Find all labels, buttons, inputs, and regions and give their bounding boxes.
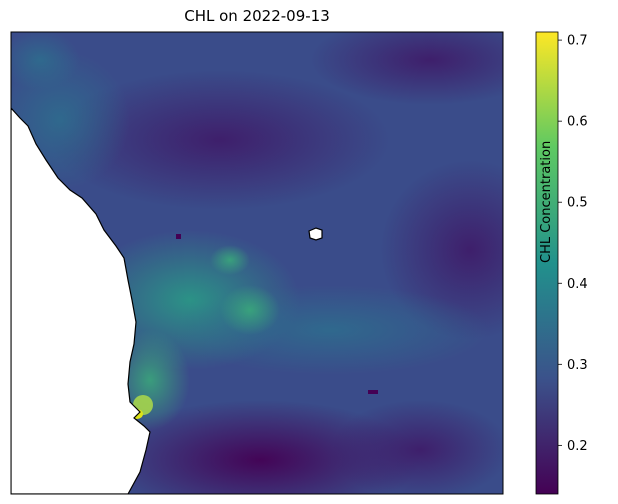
colorbar-tick-label: 0.7 [567,34,588,49]
map-title: CHL on 2022-09-13 [184,7,330,25]
colorbar-tick-label: 0.4 [567,277,588,292]
colorbar-ticks: 0.2 0.3 0.4 0.5 0.6 0.7 [558,34,588,454]
colorbar [535,31,559,495]
colorbar-tick-label: 0.6 [567,115,588,130]
map-frame [10,31,504,495]
colorbar-tick-label: 0.3 [567,358,588,373]
colorbar-label: CHL Concentration [538,140,554,263]
chl-field [11,32,503,494]
land-mass [11,107,151,494]
colorbar-tick-label: 0.5 [567,196,588,211]
colorbar-tick-label: 0.2 [567,439,588,454]
island [308,227,323,241]
